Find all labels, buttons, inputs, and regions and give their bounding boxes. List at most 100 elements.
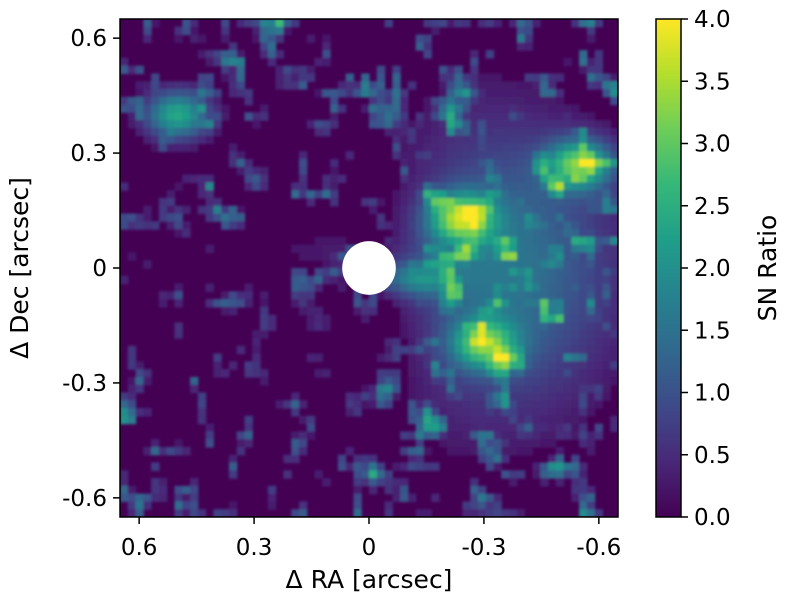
heatmap-cell bbox=[470, 182, 479, 191]
heatmap-cell bbox=[392, 369, 401, 378]
heatmap-cell bbox=[509, 322, 518, 331]
heatmap-cell bbox=[501, 182, 510, 191]
heatmap-cell bbox=[485, 283, 495, 292]
heatmap-cell bbox=[407, 314, 417, 324]
heatmap-cell bbox=[470, 314, 479, 324]
heatmap-cell bbox=[485, 314, 495, 324]
heatmap-cell bbox=[602, 299, 611, 308]
heatmap-cell bbox=[485, 221, 495, 230]
heatmap-cell bbox=[197, 174, 207, 184]
heatmap-cell bbox=[376, 112, 386, 121]
heatmap-cell bbox=[314, 89, 323, 98]
heatmap-cell bbox=[501, 197, 510, 207]
heatmap-cell bbox=[291, 190, 300, 199]
heatmap-cell bbox=[345, 392, 355, 401]
heatmap-cell bbox=[454, 81, 463, 90]
heatmap-cell bbox=[454, 190, 463, 199]
heatmap-cell bbox=[221, 306, 230, 316]
heatmap-cell bbox=[501, 112, 510, 121]
heatmap-cell bbox=[493, 244, 502, 254]
heatmap-cell bbox=[555, 376, 565, 386]
heatmap-cell bbox=[586, 446, 596, 456]
heatmap-cell bbox=[415, 509, 425, 517]
heatmap-cell bbox=[547, 197, 557, 207]
heatmap-cell bbox=[509, 291, 518, 300]
heatmap-cell bbox=[501, 415, 510, 425]
heatmap-cell bbox=[322, 42, 331, 51]
heatmap-cell bbox=[571, 166, 580, 176]
heatmap-cell bbox=[462, 229, 471, 238]
heatmap-cell bbox=[509, 376, 518, 386]
heatmap-cell bbox=[477, 369, 487, 378]
heatmap-cell bbox=[579, 299, 588, 308]
heatmap-cell bbox=[267, 485, 277, 495]
heatmap-cell bbox=[158, 135, 168, 145]
heatmap-cell bbox=[275, 34, 285, 43]
heatmap-cell bbox=[532, 392, 541, 401]
heatmap-cell bbox=[120, 415, 129, 425]
heatmap-cell bbox=[314, 244, 323, 254]
heatmap-cell bbox=[143, 260, 152, 269]
heatmap-cell bbox=[579, 392, 588, 401]
heatmap-cell bbox=[252, 26, 261, 36]
heatmap-cell bbox=[400, 174, 409, 184]
heatmap-cell bbox=[244, 159, 253, 168]
heatmap-cell bbox=[532, 197, 541, 207]
heatmap-cell bbox=[337, 174, 347, 184]
heatmap-cell bbox=[501, 120, 510, 129]
heatmap-cell bbox=[446, 151, 456, 160]
heatmap-cell bbox=[236, 19, 246, 28]
heatmap-cell bbox=[260, 174, 269, 184]
heatmap-cell bbox=[477, 314, 487, 324]
heatmap-cell bbox=[547, 369, 557, 378]
heatmap-cell bbox=[423, 423, 432, 433]
heatmap-cell bbox=[376, 81, 386, 90]
heatmap-cell bbox=[532, 81, 541, 90]
heatmap-cell bbox=[516, 415, 526, 425]
heatmap-cell bbox=[540, 174, 549, 184]
heatmap-cell bbox=[563, 236, 572, 246]
heatmap-cell bbox=[205, 283, 214, 292]
heatmap-cell bbox=[260, 369, 269, 378]
heatmap-cell bbox=[524, 159, 534, 168]
heatmap-cell bbox=[485, 229, 495, 238]
heatmap-cell bbox=[415, 112, 425, 121]
heatmap-cell bbox=[446, 252, 456, 261]
heatmap-cell bbox=[493, 283, 502, 292]
heatmap-cell bbox=[400, 493, 409, 503]
heatmap-cell bbox=[610, 338, 618, 347]
heatmap-cell bbox=[369, 400, 378, 409]
heatmap-cell bbox=[540, 299, 549, 308]
heatmap-cell bbox=[547, 151, 557, 160]
heatmap-cell bbox=[571, 205, 580, 215]
heatmap-cell bbox=[563, 400, 572, 409]
heatmap-cell bbox=[143, 135, 152, 145]
heatmap-cell bbox=[563, 392, 572, 401]
heatmap-cell bbox=[384, 338, 393, 347]
heatmap-cell bbox=[532, 423, 541, 433]
heatmap-cell bbox=[516, 112, 526, 121]
heatmap-cell bbox=[369, 89, 378, 98]
heatmap-cell bbox=[439, 221, 448, 230]
heatmap-cell bbox=[509, 213, 518, 222]
heatmap-cell bbox=[555, 182, 565, 191]
heatmap-cell bbox=[439, 159, 448, 168]
heatmap-cell bbox=[182, 205, 191, 215]
heatmap-cell bbox=[563, 470, 572, 479]
heatmap-cell bbox=[431, 205, 440, 215]
heatmap-cell bbox=[524, 283, 534, 292]
heatmap-cell bbox=[228, 42, 238, 51]
heatmap-cell bbox=[120, 493, 129, 503]
heatmap-cell bbox=[322, 57, 331, 67]
heatmap-cell bbox=[462, 501, 471, 510]
heatmap-cell bbox=[493, 112, 502, 121]
heatmap-cell bbox=[470, 322, 479, 331]
heatmap-cell bbox=[524, 353, 534, 362]
heatmap-cell bbox=[431, 252, 440, 261]
heatmap-cell bbox=[369, 299, 378, 308]
heatmap-cell bbox=[477, 392, 487, 401]
heatmap-cell bbox=[547, 252, 557, 261]
heatmap-cell bbox=[291, 392, 300, 401]
heatmap-cell bbox=[509, 260, 518, 269]
heatmap-cell bbox=[415, 291, 425, 300]
